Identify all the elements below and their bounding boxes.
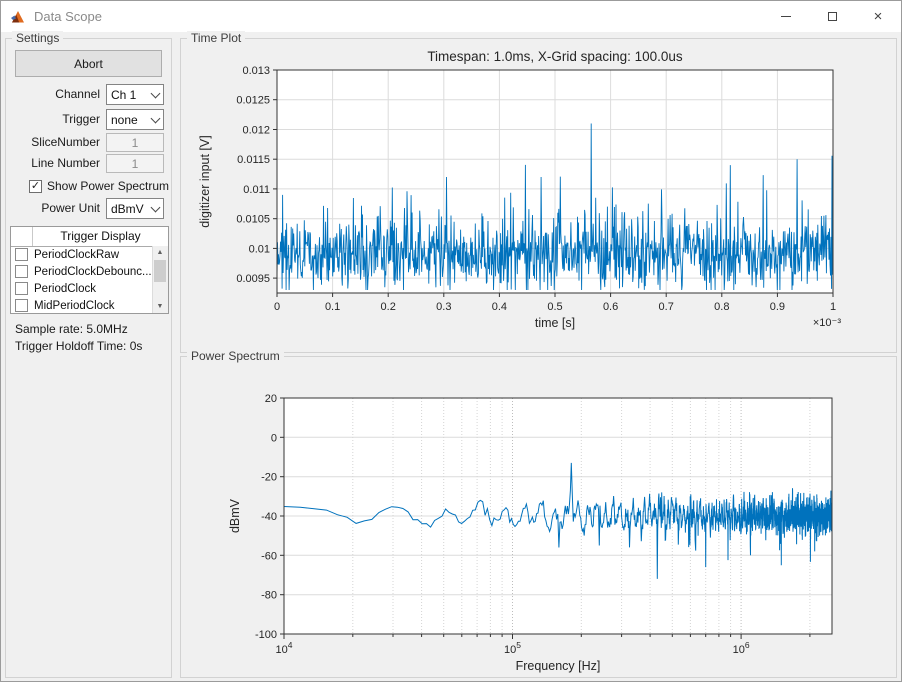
- time-plot-ylabel: digitizer input [V]: [198, 135, 212, 227]
- linenumber-field: [106, 154, 164, 173]
- table-row[interactable]: PeriodClockDebounc...: [11, 263, 153, 280]
- svg-text:0.2: 0.2: [381, 301, 396, 313]
- chevron-down-icon: [150, 113, 160, 123]
- svg-text:0.0115: 0.0115: [237, 154, 270, 166]
- svg-text:0.8: 0.8: [714, 301, 729, 313]
- trigger-name: PeriodClock: [34, 282, 96, 295]
- show-power-spectrum-checkbox[interactable]: ✓: [29, 179, 42, 193]
- table-row[interactable]: PeriodClockRaw: [11, 246, 153, 263]
- trigger-display-header-label: Trigger Display: [60, 229, 141, 243]
- time-plot-title: Timespan: 1.0ms, X-Grid spacing: 100.0us: [427, 49, 683, 64]
- power-unit-label: Power Unit: [41, 201, 100, 215]
- window-title: Data Scope: [34, 9, 102, 24]
- svg-text:0.6: 0.6: [603, 301, 618, 313]
- spectrum-ylabel: dBmV: [228, 498, 242, 533]
- svg-text:0.9: 0.9: [770, 301, 785, 313]
- svg-text:-20: -20: [261, 472, 277, 484]
- maximize-icon: [827, 12, 837, 21]
- svg-text:104: 104: [276, 640, 293, 656]
- info-lines: Sample rate: 5.0MHz Trigger Holdoff Time…: [15, 321, 142, 354]
- scroll-down-icon[interactable]: ▼: [156, 303, 164, 310]
- trigger-holdoff-text: Trigger Holdoff Time: 0s: [15, 338, 143, 353]
- title-bar: Data Scope ×: [1, 1, 901, 32]
- table-scrollbar[interactable]: ▲ ▼: [152, 246, 168, 313]
- svg-text:-100: -100: [255, 629, 277, 641]
- chevron-down-icon: [150, 202, 160, 212]
- spectrum-signal-line: [283, 462, 833, 579]
- trigger-dropdown[interactable]: none: [106, 109, 164, 130]
- trigger-label: Trigger: [62, 112, 100, 126]
- minimize-icon: [781, 16, 791, 17]
- scrollbar-thumb[interactable]: [154, 260, 166, 282]
- abort-button[interactable]: Abort: [15, 50, 162, 77]
- time-plot-panel-title: Time Plot: [187, 31, 246, 45]
- settings-panel: Settings Abort Channel Ch 1 Trigger none…: [5, 31, 172, 678]
- row-checkbox[interactable]: [15, 265, 28, 278]
- power-unit-dropdown[interactable]: dBmV: [106, 198, 164, 219]
- svg-text:0.3: 0.3: [436, 301, 451, 313]
- checkbox-column-header: [11, 227, 33, 246]
- power-spectrum-panel-title: Power Spectrum: [187, 349, 284, 363]
- trigger-name: PeriodClockRaw: [34, 248, 120, 261]
- svg-text:0.7: 0.7: [659, 301, 674, 313]
- sample-rate-text: Sample rate: 5.0MHz: [15, 322, 128, 336]
- svg-text:-40: -40: [261, 511, 277, 523]
- svg-text:0.0095: 0.0095: [236, 273, 270, 285]
- channel-label: Channel: [55, 87, 100, 101]
- close-icon: ×: [873, 8, 883, 25]
- svg-text:0.0125: 0.0125: [236, 95, 270, 107]
- svg-text:0.5: 0.5: [547, 301, 562, 313]
- power-spectrum-canvas: 104 105 106 20 0 -20 -40 -60 -80 -100 Frequency [H…: [228, 393, 833, 673]
- time-plot-canvas: 0 0.1 0.2 0.3 0.4 0.5 0.6 0.7 0.8 0.9 10.00950.010…: [198, 49, 841, 330]
- time-plot-xlabel: time [s]: [535, 316, 575, 330]
- maximize-button[interactable]: [809, 1, 855, 32]
- svg-text:0: 0: [271, 432, 277, 444]
- trigger-name: PeriodClockDebounc...: [34, 265, 152, 278]
- svg-text:0.1: 0.1: [325, 301, 340, 313]
- svg-text:106: 106: [733, 640, 750, 656]
- svg-text:0.4: 0.4: [492, 301, 507, 313]
- svg-text:0: 0: [274, 301, 280, 313]
- slicenumber-field: [106, 133, 164, 152]
- svg-text:105: 105: [504, 640, 521, 656]
- time-plot-panel: Time Plot 0 0.1 0.2 0.3 0.4 0.5 0.6 0.7 0.8 0.9 1 0…: [180, 31, 897, 353]
- time-plot-x-exponent: ×10⁻³: [813, 317, 841, 329]
- svg-text:-80: -80: [261, 590, 277, 602]
- svg-text:20: 20: [265, 393, 277, 405]
- time-signal-line: [276, 123, 834, 291]
- settings-panel-title: Settings: [12, 31, 64, 45]
- trigger-table-body: PeriodClockRaw PeriodClockDebounc... Perio…: [11, 246, 153, 313]
- power-unit-value: dBmV: [111, 201, 144, 216]
- trigger-table-header: Trigger Display: [11, 227, 168, 247]
- row-checkbox[interactable]: [15, 248, 28, 261]
- svg-text:0.012: 0.012: [242, 125, 270, 137]
- table-row[interactable]: MidPeriodClock: [11, 297, 153, 313]
- channel-dropdown[interactable]: Ch 1: [106, 84, 164, 105]
- chevron-down-icon: [150, 88, 160, 98]
- trigger-display-table: Trigger Display PeriodClockRaw PeriodCloc…: [10, 226, 169, 314]
- matlab-logo-icon: [11, 10, 24, 22]
- svg-text:1: 1: [830, 301, 836, 313]
- row-checkbox[interactable]: [15, 299, 28, 312]
- svg-text:0.013: 0.013: [242, 65, 270, 77]
- svg-text:-60: -60: [261, 550, 277, 562]
- scroll-up-icon[interactable]: ▲: [156, 249, 164, 256]
- show-power-spectrum-label: Show Power Spectrum: [47, 179, 170, 193]
- power-spectrum-panel: Power Spectrum 104 105 106 20 0 -20 -40 -60 -80 -…: [180, 349, 897, 678]
- svg-text:0.0105: 0.0105: [236, 214, 270, 226]
- channel-value: Ch 1: [111, 87, 137, 102]
- slicenumber-label: SliceNumber: [31, 135, 100, 149]
- trigger-value: none: [111, 112, 138, 127]
- spectrum-xlabel: Frequency [Hz]: [516, 659, 601, 673]
- svg-text:0.011: 0.011: [243, 184, 270, 196]
- close-button[interactable]: ×: [855, 1, 901, 32]
- show-power-spectrum-checkbox-row[interactable]: ✓ Show Power Spectrum: [29, 179, 169, 193]
- svg-text:0.01: 0.01: [249, 243, 270, 255]
- row-checkbox[interactable]: [15, 282, 28, 295]
- trigger-name: MidPeriodClock: [34, 299, 115, 312]
- minimize-button[interactable]: [763, 1, 809, 32]
- linenumber-label: Line Number: [31, 156, 100, 170]
- table-row[interactable]: PeriodClock: [11, 280, 153, 297]
